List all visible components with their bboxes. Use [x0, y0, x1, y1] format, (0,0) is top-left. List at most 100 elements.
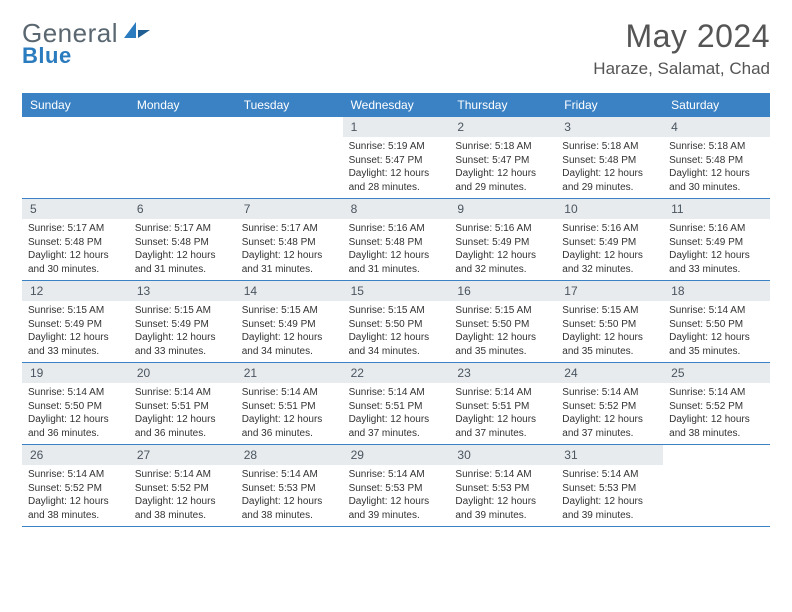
- sunrise-line: Sunrise: 5:14 AM: [349, 386, 444, 400]
- daylight-line: Daylight: 12 hours and 38 minutes.: [669, 413, 764, 440]
- day-number: 30: [449, 445, 556, 465]
- day-number: 19: [22, 363, 129, 383]
- sunrise-line: Sunrise: 5:16 AM: [349, 222, 444, 236]
- day-cell: 6Sunrise: 5:17 AMSunset: 5:48 PMDaylight…: [129, 199, 236, 280]
- header: General Blue May 2024 Haraze, Salamat, C…: [0, 0, 792, 87]
- day-body: Sunrise: 5:14 AMSunset: 5:50 PMDaylight:…: [663, 301, 770, 362]
- sunset-line: Sunset: 5:53 PM: [455, 482, 550, 496]
- day-number: 1: [343, 117, 450, 137]
- day-cell: 2Sunrise: 5:18 AMSunset: 5:47 PMDaylight…: [449, 117, 556, 198]
- day-number: 22: [343, 363, 450, 383]
- day-body: Sunrise: 5:14 AMSunset: 5:50 PMDaylight:…: [22, 383, 129, 444]
- sunrise-line: Sunrise: 5:18 AM: [562, 140, 657, 154]
- day-cell: 31Sunrise: 5:14 AMSunset: 5:53 PMDayligh…: [556, 445, 663, 526]
- week-row: 26Sunrise: 5:14 AMSunset: 5:52 PMDayligh…: [22, 445, 770, 527]
- empty-cell: [236, 117, 343, 198]
- day-body: Sunrise: 5:14 AMSunset: 5:51 PMDaylight:…: [129, 383, 236, 444]
- day-body: Sunrise: 5:17 AMSunset: 5:48 PMDaylight:…: [22, 219, 129, 280]
- dow-thursday: Thursday: [449, 93, 556, 117]
- day-body: Sunrise: 5:18 AMSunset: 5:48 PMDaylight:…: [556, 137, 663, 198]
- daylight-line: Daylight: 12 hours and 38 minutes.: [242, 495, 337, 522]
- sunset-line: Sunset: 5:53 PM: [349, 482, 444, 496]
- day-cell: 16Sunrise: 5:15 AMSunset: 5:50 PMDayligh…: [449, 281, 556, 362]
- daylight-line: Daylight: 12 hours and 35 minutes.: [455, 331, 550, 358]
- day-of-week-header: SundayMondayTuesdayWednesdayThursdayFrid…: [22, 93, 770, 117]
- sunset-line: Sunset: 5:48 PM: [562, 154, 657, 168]
- day-cell: 14Sunrise: 5:15 AMSunset: 5:49 PMDayligh…: [236, 281, 343, 362]
- dow-saturday: Saturday: [663, 93, 770, 117]
- sunset-line: Sunset: 5:51 PM: [242, 400, 337, 414]
- day-body: Sunrise: 5:18 AMSunset: 5:47 PMDaylight:…: [449, 137, 556, 198]
- sunset-line: Sunset: 5:48 PM: [349, 236, 444, 250]
- day-number: 21: [236, 363, 343, 383]
- daylight-line: Daylight: 12 hours and 38 minutes.: [135, 495, 230, 522]
- sunrise-line: Sunrise: 5:15 AM: [135, 304, 230, 318]
- day-cell: 24Sunrise: 5:14 AMSunset: 5:52 PMDayligh…: [556, 363, 663, 444]
- daylight-line: Daylight: 12 hours and 38 minutes.: [28, 495, 123, 522]
- dow-wednesday: Wednesday: [343, 93, 450, 117]
- day-number: 7: [236, 199, 343, 219]
- dow-friday: Friday: [556, 93, 663, 117]
- sunrise-line: Sunrise: 5:14 AM: [135, 386, 230, 400]
- brand-text: General Blue: [22, 18, 152, 69]
- sunset-line: Sunset: 5:50 PM: [349, 318, 444, 332]
- day-cell: 3Sunrise: 5:18 AMSunset: 5:48 PMDaylight…: [556, 117, 663, 198]
- day-number: 20: [129, 363, 236, 383]
- month-title: May 2024: [593, 18, 770, 55]
- empty-cell: [663, 445, 770, 526]
- sunrise-line: Sunrise: 5:14 AM: [242, 386, 337, 400]
- dow-sunday: Sunday: [22, 93, 129, 117]
- sunrise-line: Sunrise: 5:17 AM: [28, 222, 123, 236]
- sunrise-line: Sunrise: 5:17 AM: [135, 222, 230, 236]
- day-number: 16: [449, 281, 556, 301]
- day-body: Sunrise: 5:14 AMSunset: 5:52 PMDaylight:…: [663, 383, 770, 444]
- day-number: 24: [556, 363, 663, 383]
- day-body: Sunrise: 5:14 AMSunset: 5:53 PMDaylight:…: [343, 465, 450, 526]
- day-body: Sunrise: 5:15 AMSunset: 5:49 PMDaylight:…: [129, 301, 236, 362]
- day-cell: 13Sunrise: 5:15 AMSunset: 5:49 PMDayligh…: [129, 281, 236, 362]
- sunrise-line: Sunrise: 5:15 AM: [455, 304, 550, 318]
- sunset-line: Sunset: 5:49 PM: [28, 318, 123, 332]
- day-number: 3: [556, 117, 663, 137]
- sunrise-line: Sunrise: 5:14 AM: [455, 468, 550, 482]
- day-body: Sunrise: 5:15 AMSunset: 5:50 PMDaylight:…: [449, 301, 556, 362]
- sunset-line: Sunset: 5:49 PM: [135, 318, 230, 332]
- sunset-line: Sunset: 5:51 PM: [135, 400, 230, 414]
- day-body: Sunrise: 5:17 AMSunset: 5:48 PMDaylight:…: [236, 219, 343, 280]
- day-body: Sunrise: 5:14 AMSunset: 5:52 PMDaylight:…: [556, 383, 663, 444]
- day-number: 12: [22, 281, 129, 301]
- title-block: May 2024 Haraze, Salamat, Chad: [593, 18, 770, 79]
- day-cell: 19Sunrise: 5:14 AMSunset: 5:50 PMDayligh…: [22, 363, 129, 444]
- day-body: Sunrise: 5:14 AMSunset: 5:51 PMDaylight:…: [236, 383, 343, 444]
- day-cell: 4Sunrise: 5:18 AMSunset: 5:48 PMDaylight…: [663, 117, 770, 198]
- sunset-line: Sunset: 5:47 PM: [349, 154, 444, 168]
- sunrise-line: Sunrise: 5:16 AM: [562, 222, 657, 236]
- day-cell: 29Sunrise: 5:14 AMSunset: 5:53 PMDayligh…: [343, 445, 450, 526]
- week-row: 19Sunrise: 5:14 AMSunset: 5:50 PMDayligh…: [22, 363, 770, 445]
- sunrise-line: Sunrise: 5:14 AM: [669, 304, 764, 318]
- daylight-line: Daylight: 12 hours and 39 minutes.: [349, 495, 444, 522]
- brand-sail-icon: [122, 20, 152, 42]
- week-row: 5Sunrise: 5:17 AMSunset: 5:48 PMDaylight…: [22, 199, 770, 281]
- day-body: Sunrise: 5:16 AMSunset: 5:49 PMDaylight:…: [663, 219, 770, 280]
- day-number: 9: [449, 199, 556, 219]
- sunset-line: Sunset: 5:52 PM: [135, 482, 230, 496]
- daylight-line: Daylight: 12 hours and 33 minutes.: [28, 331, 123, 358]
- daylight-line: Daylight: 12 hours and 35 minutes.: [562, 331, 657, 358]
- daylight-line: Daylight: 12 hours and 31 minutes.: [242, 249, 337, 276]
- sunset-line: Sunset: 5:49 PM: [242, 318, 337, 332]
- dow-tuesday: Tuesday: [236, 93, 343, 117]
- day-number: 31: [556, 445, 663, 465]
- brand-logo: General Blue: [22, 18, 152, 69]
- day-number: 27: [129, 445, 236, 465]
- day-number: 6: [129, 199, 236, 219]
- location-text: Haraze, Salamat, Chad: [593, 59, 770, 79]
- day-body: Sunrise: 5:17 AMSunset: 5:48 PMDaylight:…: [129, 219, 236, 280]
- sunset-line: Sunset: 5:51 PM: [349, 400, 444, 414]
- day-body: Sunrise: 5:14 AMSunset: 5:52 PMDaylight:…: [22, 465, 129, 526]
- day-number: 8: [343, 199, 450, 219]
- sunrise-line: Sunrise: 5:14 AM: [669, 386, 764, 400]
- day-body: Sunrise: 5:19 AMSunset: 5:47 PMDaylight:…: [343, 137, 450, 198]
- day-cell: 11Sunrise: 5:16 AMSunset: 5:49 PMDayligh…: [663, 199, 770, 280]
- daylight-line: Daylight: 12 hours and 30 minutes.: [669, 167, 764, 194]
